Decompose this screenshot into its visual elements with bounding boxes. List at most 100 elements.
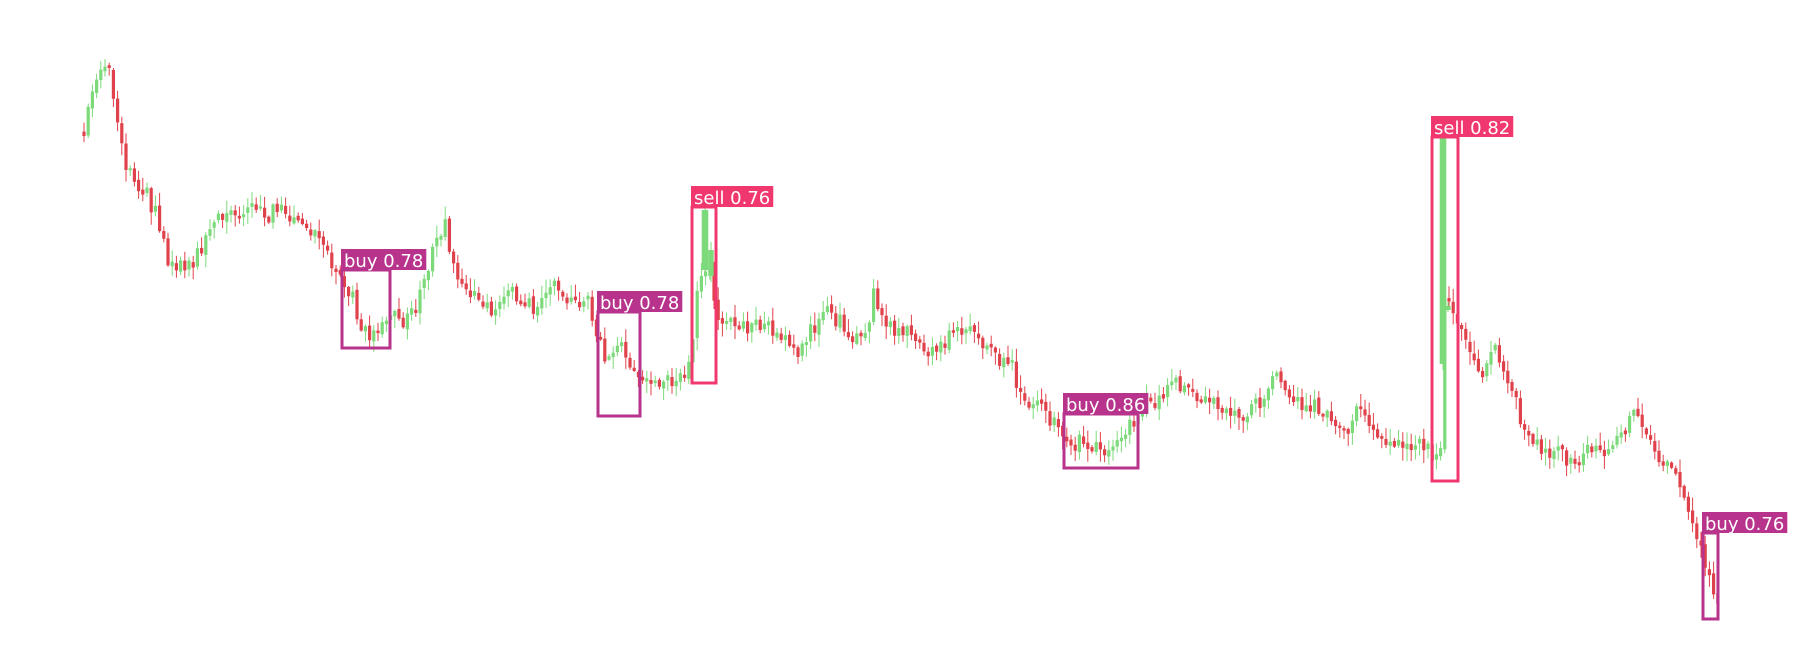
candle-up	[426, 269, 430, 291]
candle-down	[158, 192, 162, 233]
candle-up	[393, 309, 397, 329]
candle-body	[1002, 357, 1006, 368]
candle-down	[1376, 423, 1380, 440]
candle-body	[1132, 421, 1136, 427]
candle-up	[653, 375, 657, 388]
candle-up	[1203, 386, 1207, 405]
candle-down	[132, 162, 136, 187]
candle-down	[1216, 390, 1220, 421]
candle-body	[720, 318, 724, 324]
candle-up	[947, 322, 951, 354]
candle-body	[1115, 440, 1119, 447]
candle-body	[447, 218, 451, 252]
candle-body	[1707, 569, 1711, 576]
detection-label: sell 0.76	[694, 188, 770, 209]
candle-body	[746, 321, 750, 334]
candle-up	[1212, 396, 1216, 410]
candle-body	[1056, 419, 1060, 428]
candle-down	[1447, 286, 1451, 309]
candle-body	[1254, 398, 1258, 404]
candle-body	[1619, 432, 1623, 438]
candle-body	[1544, 448, 1548, 453]
candle-body	[204, 235, 208, 255]
candle-down	[141, 177, 145, 202]
candle-down	[1279, 367, 1283, 389]
candle-body	[1371, 424, 1375, 430]
candle-down	[1523, 419, 1527, 440]
candle-down	[876, 280, 880, 312]
candle-down	[977, 321, 981, 345]
candle-body	[355, 289, 359, 320]
candle-up	[1304, 392, 1308, 413]
candle-body	[552, 280, 556, 287]
candle-body	[1342, 428, 1346, 431]
candle-up	[775, 327, 779, 341]
candle-down	[359, 313, 363, 332]
candle-down	[594, 314, 598, 342]
candle-up	[1170, 369, 1174, 391]
candle-down	[1590, 443, 1594, 458]
candle-body	[800, 343, 804, 356]
candle-down	[397, 297, 401, 321]
candle-body	[603, 338, 607, 362]
candle-up	[1124, 428, 1128, 448]
candle-body	[393, 310, 397, 317]
candle-body	[1241, 417, 1245, 421]
candle-down	[460, 268, 464, 288]
candle-down	[1657, 440, 1661, 467]
candle-down	[649, 371, 653, 396]
candle-down	[716, 287, 720, 330]
candle-down	[414, 298, 418, 317]
candle-body	[250, 203, 254, 207]
candle-body	[1514, 390, 1518, 398]
candle-up	[855, 326, 859, 346]
candle-body	[321, 236, 325, 245]
candle-body	[1460, 324, 1464, 330]
candle-body	[1481, 371, 1485, 378]
candle-body	[1623, 430, 1627, 435]
candle-up	[1128, 410, 1132, 445]
candle-down	[1199, 395, 1203, 404]
detection-label-bg	[341, 249, 427, 270]
candle-down	[1153, 392, 1157, 411]
candle-down	[1565, 447, 1569, 477]
candle-down	[1703, 535, 1707, 577]
candle-body	[834, 313, 838, 327]
candle-body	[212, 222, 216, 228]
candle-body	[292, 217, 296, 224]
candle-body	[888, 321, 892, 328]
candle-body	[1313, 399, 1317, 412]
candle-body	[1300, 397, 1304, 411]
detection-sell-4: sell 0.82	[1430, 116, 1514, 483]
candle-down	[1187, 383, 1191, 396]
candle-down	[1661, 454, 1665, 472]
candle-body	[1682, 485, 1686, 498]
candle-body	[1321, 413, 1325, 417]
candle-body	[1296, 397, 1300, 402]
detection-label: buy 0.78	[600, 293, 679, 314]
candle-down	[565, 293, 569, 310]
candle-body	[460, 278, 464, 284]
candle-body	[561, 291, 565, 297]
candle-body	[200, 247, 204, 254]
candle-down	[1644, 427, 1648, 439]
candle-body	[1548, 448, 1552, 458]
candle-down	[1451, 288, 1455, 325]
candle-down	[1161, 386, 1165, 403]
candle-down	[1359, 393, 1363, 418]
candle-down	[321, 231, 325, 258]
candle-body	[1401, 441, 1405, 448]
candle-body	[1405, 443, 1409, 450]
candle-body	[300, 218, 304, 225]
candle-up	[1619, 424, 1623, 445]
candle-down	[851, 331, 855, 349]
candle-down	[267, 215, 271, 225]
candle-body	[477, 292, 481, 300]
candle-up	[1439, 122, 1447, 370]
candle-down	[275, 198, 279, 218]
candle-body	[712, 263, 716, 301]
candle-up	[1077, 430, 1081, 460]
candle-down	[347, 285, 351, 306]
candle-down	[1258, 387, 1262, 417]
candle-down	[1476, 349, 1480, 373]
